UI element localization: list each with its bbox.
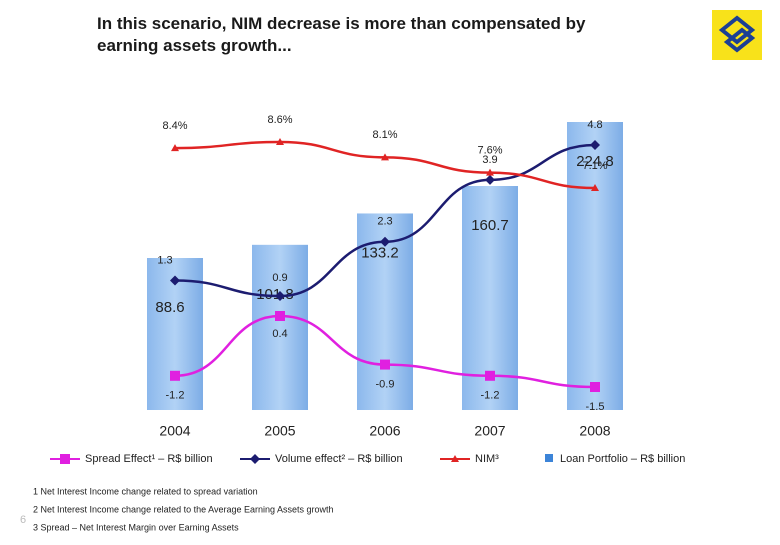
bar [252, 244, 308, 410]
legend-label: Volume effect² – R$ billion [275, 453, 403, 465]
legend-label: Loan Portfolio – R$ billion [560, 453, 685, 465]
data-label: 4.8 [587, 119, 602, 131]
series-line [174, 140, 596, 190]
data-label: 0.9 [272, 272, 287, 284]
marker [170, 275, 180, 286]
bar-value-label: 160.7 [471, 217, 509, 234]
data-label: 8.6% [267, 114, 292, 126]
marker [591, 184, 599, 191]
data-label: 8.4% [162, 120, 187, 132]
footnote: 2 Net Interest Income change related to … [33, 504, 334, 514]
data-label: 1.3 [157, 254, 172, 266]
data-label: -0.9 [376, 378, 395, 390]
footnote: 3 Spread – Net Interest Margin over Earn… [33, 522, 239, 532]
legend-label: NIM³ [475, 453, 499, 465]
footnote: 1 Net Interest Income change related to … [33, 486, 258, 496]
data-label: -1.5 [586, 401, 605, 413]
bar-value-label: 224.8 [576, 153, 614, 170]
marker [380, 236, 390, 247]
marker [275, 311, 285, 321]
legend-label: Spread Effect¹ – R$ billion [85, 453, 213, 465]
bar-value-label: 101.8 [256, 286, 294, 303]
data-label: 2.3 [377, 216, 392, 228]
x-tick-label: 2004 [159, 423, 190, 439]
bar-value-label: 88.6 [155, 299, 184, 316]
bar-value-label: 133.2 [361, 244, 399, 261]
marker [171, 144, 179, 152]
marker [250, 454, 260, 464]
data-label: 7.1% [582, 160, 607, 172]
legend-swatch [545, 454, 553, 462]
series-line [174, 314, 596, 389]
marker [276, 138, 284, 145]
data-label: -1.2 [166, 390, 185, 402]
data-label: 7.6% [477, 145, 502, 157]
logo [712, 10, 762, 60]
marker [590, 140, 600, 150]
x-tick-label: 2006 [369, 423, 400, 439]
data-label: 3.9 [482, 154, 497, 166]
data-label: -1.2 [481, 390, 500, 402]
x-tick-label: 2007 [474, 423, 505, 439]
data-label: 8.1% [372, 129, 397, 141]
marker [170, 370, 180, 381]
marker [451, 455, 459, 462]
marker [485, 174, 495, 185]
title: In this scenario, NIM decrease is more t… [97, 14, 586, 55]
marker [381, 153, 389, 161]
marker [380, 359, 390, 370]
marker [60, 454, 70, 464]
bar [567, 122, 623, 410]
x-tick-label: 2005 [264, 423, 295, 439]
x-tick-label: 2008 [579, 423, 610, 439]
marker [486, 168, 494, 176]
data-label: 0.4 [272, 328, 287, 340]
marker [275, 291, 285, 301]
page-number: 6 [20, 514, 26, 526]
marker [590, 382, 600, 392]
marker [485, 370, 495, 381]
